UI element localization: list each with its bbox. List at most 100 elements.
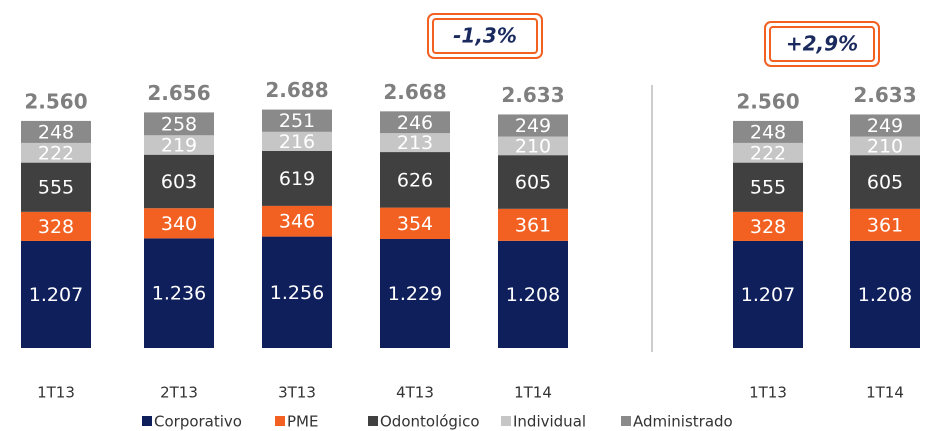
value-label: 605 [867, 171, 903, 193]
bar-segment [21, 240, 91, 348]
bar-segment [380, 238, 450, 348]
value-label: 626 [397, 169, 433, 191]
badge-inner [769, 26, 875, 62]
value-label: 1.256 [270, 282, 324, 304]
value-label: 1.208 [506, 284, 560, 306]
bar-segment [144, 238, 214, 348]
value-label: 210 [515, 135, 551, 157]
bar-segment [380, 207, 450, 239]
value-label: 222 [38, 142, 74, 164]
bar-segment [21, 142, 91, 163]
value-label: 219 [161, 135, 197, 157]
total-label: 2.656 [147, 81, 210, 105]
bar-segment [850, 208, 920, 241]
value-label: 1.207 [29, 284, 83, 306]
bar-segment [733, 142, 803, 163]
x-tick-label: 2T13 [160, 384, 198, 402]
value-label: 619 [279, 168, 315, 190]
x-tick-label: 1T13 [37, 384, 75, 402]
bar-segment [21, 211, 91, 241]
bar-segment [262, 150, 332, 206]
bar-segment [380, 152, 450, 208]
badge-outer [764, 21, 880, 67]
bar-segment [850, 240, 920, 348]
value-label: 258 [161, 113, 197, 135]
bar-segment [498, 155, 568, 209]
value-label: 213 [397, 132, 433, 154]
bar-segment [733, 211, 803, 241]
bar-segment [733, 240, 803, 348]
legend-swatch [368, 416, 378, 426]
x-tick-label: 4T13 [396, 384, 434, 402]
bar-segment [498, 208, 568, 241]
value-label: 354 [397, 213, 433, 235]
value-label: 210 [867, 135, 903, 157]
value-label: 249 [867, 115, 903, 137]
bar-segment [850, 114, 920, 137]
bar-segment [733, 162, 803, 212]
annotation: +2,9% [786, 32, 858, 56]
x-tick-label: 1T13 [749, 384, 787, 402]
bar-segment [21, 162, 91, 212]
total-label: 2.560 [24, 89, 87, 113]
value-label: 246 [397, 112, 433, 134]
bar-segment [498, 240, 568, 348]
bar-segment [144, 135, 214, 155]
x-tick-label: 3T13 [278, 384, 316, 402]
legend-label: Administrado [633, 413, 733, 431]
bar-segment [21, 120, 91, 143]
bar-segment [262, 109, 332, 132]
legend-swatch [621, 416, 631, 426]
bar-segment [262, 236, 332, 348]
value-label: 251 [279, 110, 315, 132]
value-label: 555 [38, 177, 74, 199]
value-label: 361 [515, 214, 551, 236]
bar-segment [380, 133, 450, 153]
bar-segment [380, 111, 450, 134]
bar-segment [498, 114, 568, 137]
value-label: 1.229 [388, 283, 442, 305]
value-label: 1.236 [152, 283, 206, 305]
bar-segment [498, 136, 568, 156]
total-label: 2.633 [853, 83, 916, 107]
bar-segment [144, 208, 214, 239]
value-label: 328 [750, 216, 786, 238]
value-label: 603 [161, 171, 197, 193]
bar-segment [262, 205, 332, 237]
value-label: 1.208 [858, 284, 912, 306]
legend-swatch [275, 416, 285, 426]
bar-segment [262, 131, 332, 151]
value-label: 340 [161, 213, 197, 235]
value-label: 222 [750, 142, 786, 164]
badge-inner [432, 18, 538, 54]
value-label: 328 [38, 216, 74, 238]
legend-label: Odontológico [380, 413, 480, 431]
legend-swatch [501, 416, 511, 426]
total-label: 2.688 [265, 78, 328, 102]
value-label: 249 [515, 115, 551, 137]
value-label: 248 [750, 121, 786, 143]
legend-swatch [142, 416, 152, 426]
x-tick-label: 1T14 [866, 384, 904, 402]
value-label: 361 [867, 214, 903, 236]
value-label: 248 [38, 121, 74, 143]
value-label: 605 [515, 171, 551, 193]
legend-label: Corporativo [154, 413, 242, 431]
badge-outer [427, 13, 543, 59]
value-label: 346 [279, 211, 315, 233]
value-label: 216 [279, 131, 315, 153]
bar-segment [733, 120, 803, 143]
total-label: 2.668 [383, 80, 446, 104]
total-label: 2.633 [501, 83, 564, 107]
legend-label: Individual [513, 413, 586, 431]
value-label: 555 [750, 177, 786, 199]
annotation: -1,3% [453, 24, 517, 48]
bar-segment [850, 155, 920, 209]
value-label: 1.207 [741, 284, 795, 306]
bar-segment [144, 112, 214, 136]
x-tick-label: 1T14 [514, 384, 552, 402]
bar-segment [144, 154, 214, 209]
bar-segment [850, 136, 920, 156]
legend-label: PME [287, 413, 318, 431]
